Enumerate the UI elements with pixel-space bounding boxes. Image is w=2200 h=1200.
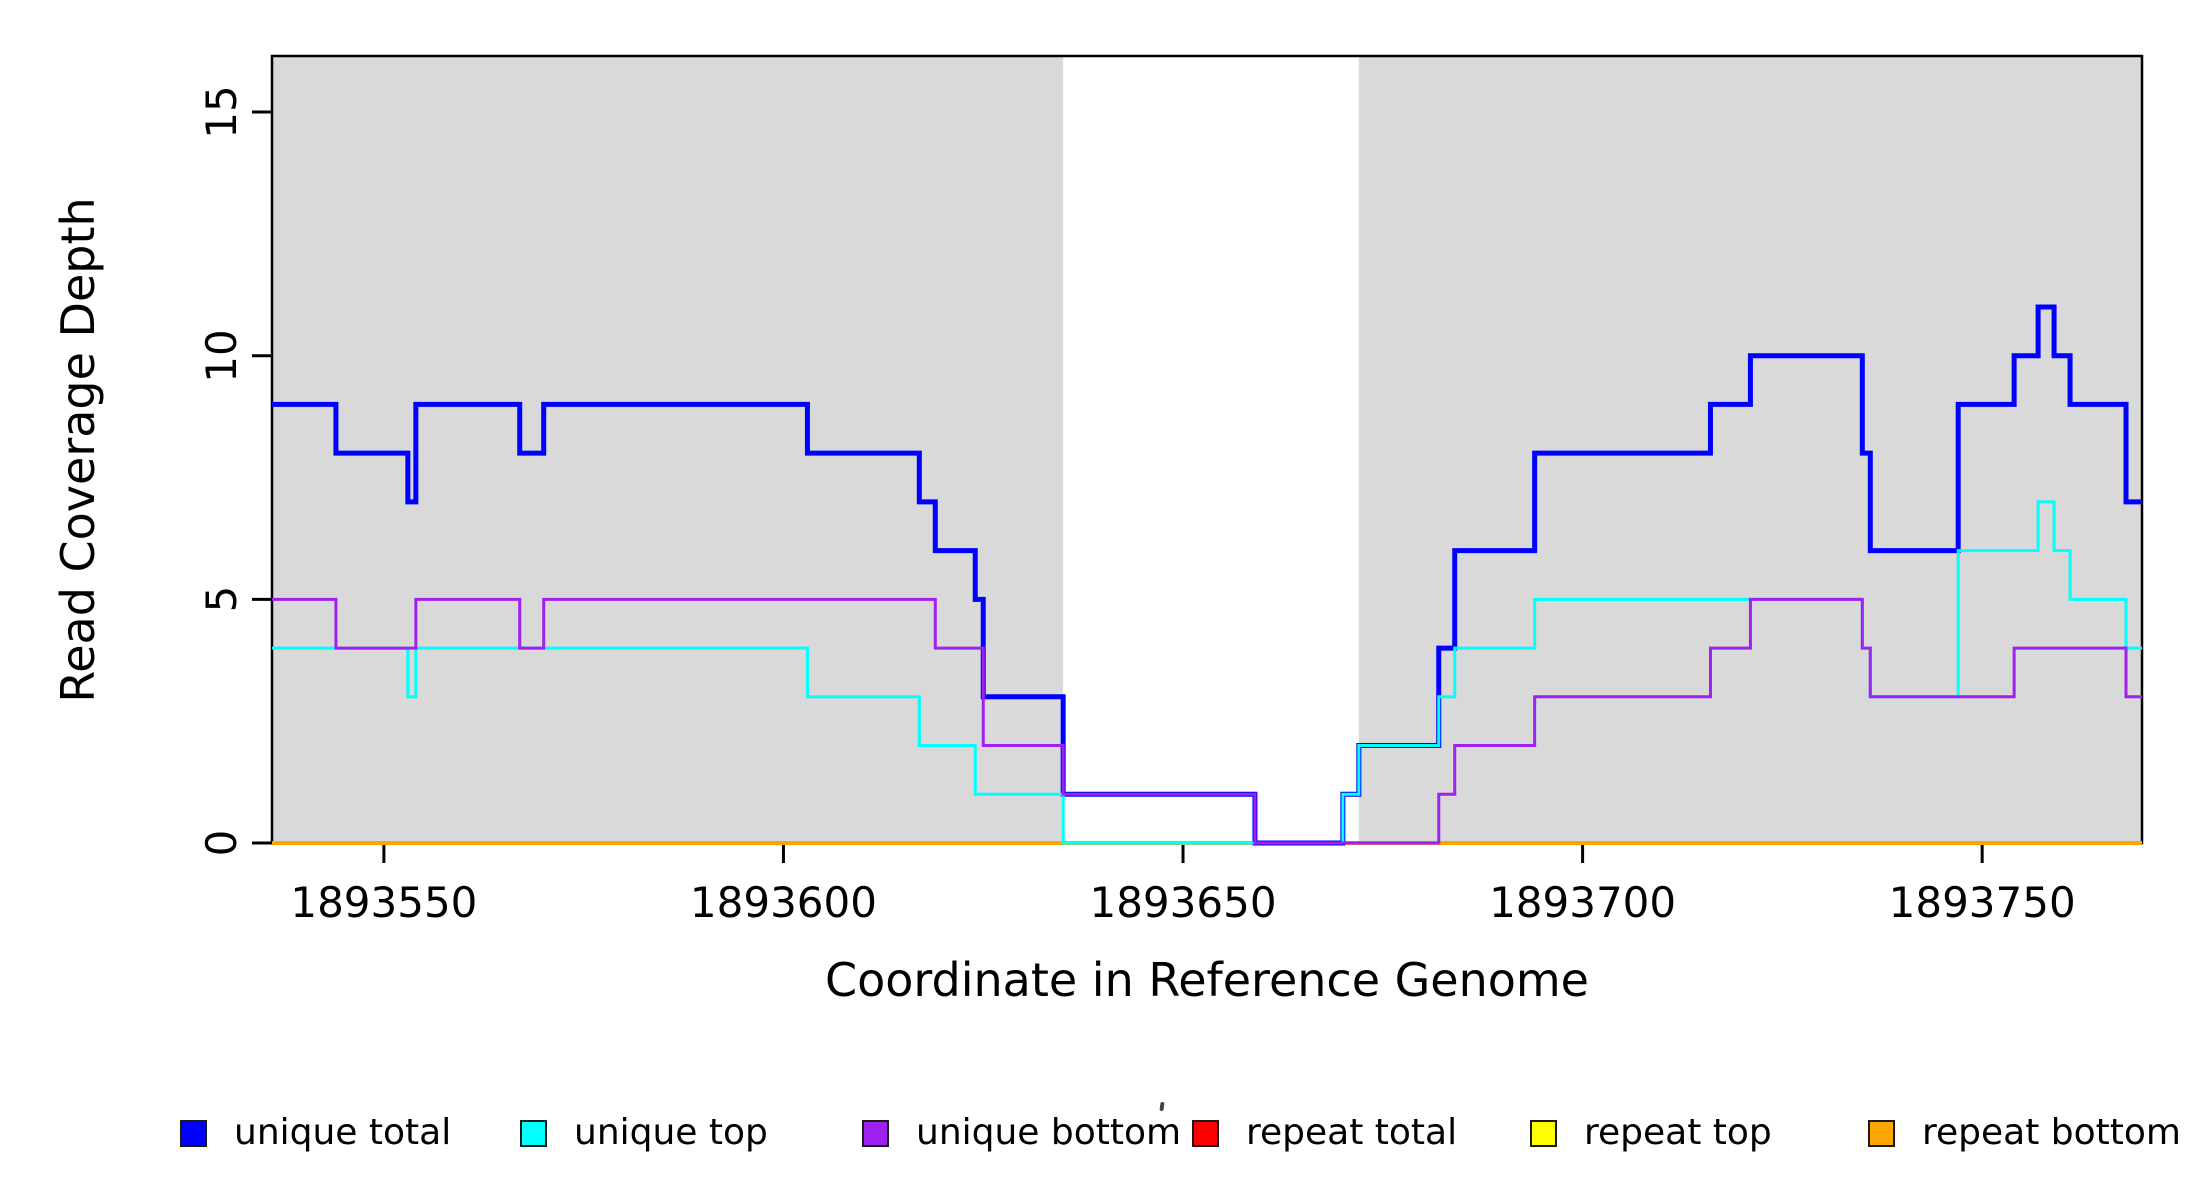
legend-label: unique top bbox=[574, 1112, 768, 1153]
y-tick-label: 5 bbox=[197, 585, 246, 613]
y-tick-label: 15 bbox=[197, 85, 246, 139]
legend-label: repeat top bbox=[1584, 1112, 1772, 1153]
legend-item-repeat-bottom: repeat bottom bbox=[1868, 1115, 2181, 1151]
x-axis-title: Coordinate in Reference Genome bbox=[825, 953, 1589, 1007]
legend-label: unique bottom bbox=[916, 1112, 1182, 1153]
legend-label: unique total bbox=[234, 1112, 452, 1153]
legend-item-unique-top: unique top bbox=[520, 1115, 768, 1151]
series-line-unique-bottom bbox=[272, 597, 2142, 845]
y-axis-title: Read Coverage Depth bbox=[51, 197, 105, 703]
shaded-region-2 bbox=[1358, 56, 2142, 843]
x-tick-label: 1893650 bbox=[1089, 878, 1277, 927]
legend-swatch-icon bbox=[180, 1119, 207, 1147]
legend-swatch-icon bbox=[520, 1119, 547, 1147]
legend-swatch-icon bbox=[1192, 1119, 1219, 1147]
legend-swatch-icon bbox=[862, 1119, 889, 1147]
series-line-unique-top bbox=[272, 500, 2142, 845]
shaded-region-1 bbox=[272, 56, 1064, 843]
x-tick-label: 1893700 bbox=[1489, 878, 1677, 927]
legend-label: repeat total bbox=[1246, 1112, 1458, 1153]
x-tick-label: 1893550 bbox=[290, 878, 478, 927]
y-tick-label: 0 bbox=[197, 829, 246, 857]
legend-label: repeat bottom bbox=[1922, 1112, 2181, 1153]
legend-swatch-icon bbox=[1868, 1119, 1895, 1147]
legend-item-repeat-top: repeat top bbox=[1530, 1115, 1772, 1151]
legend-item-repeat-total: repeat total bbox=[1192, 1115, 1457, 1151]
legend-item-unique-bottom: unique bottom bbox=[862, 1115, 1181, 1151]
legend-item-unique-total: unique total bbox=[180, 1115, 451, 1151]
x-tick-label: 1893600 bbox=[689, 878, 877, 927]
x-tick-label: 1893750 bbox=[1888, 878, 2076, 927]
y-tick-label: 10 bbox=[197, 328, 246, 383]
legend-swatch-icon bbox=[1530, 1119, 1557, 1147]
